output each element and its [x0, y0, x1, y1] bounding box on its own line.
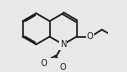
- Text: O: O: [86, 32, 93, 41]
- Text: O: O: [59, 64, 66, 72]
- Text: N: N: [60, 40, 66, 49]
- Text: O: O: [41, 59, 47, 68]
